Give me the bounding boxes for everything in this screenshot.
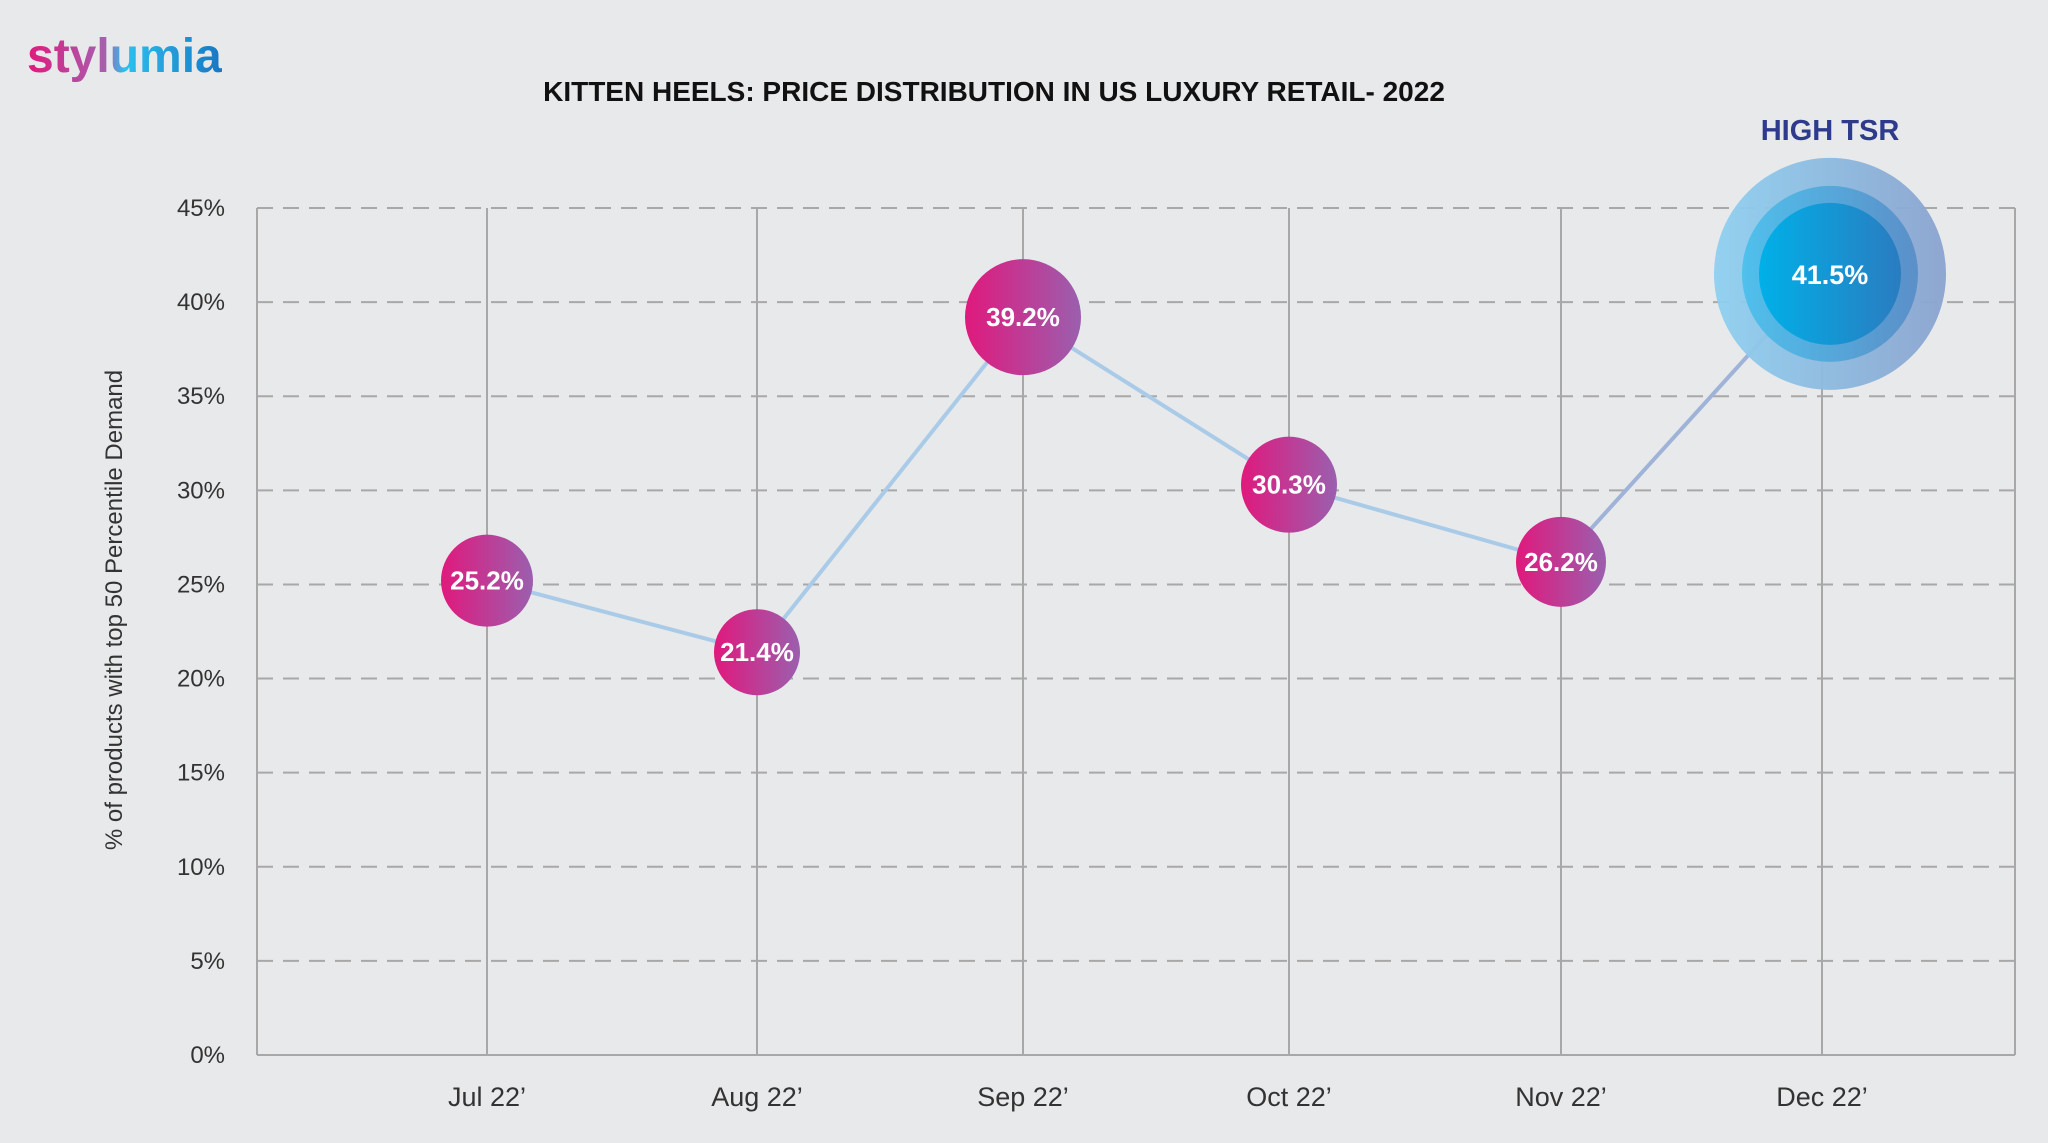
- annotation-high-tsr: HIGH TSR: [1761, 115, 1900, 147]
- line-segment: [755, 315, 1025, 654]
- y-axis-label: % of products with top 50 Percentile Dem…: [101, 370, 128, 850]
- data-label: 21.4%: [720, 637, 794, 667]
- x-tick-label: Oct 22’: [1246, 1082, 1332, 1112]
- y-tick-label: 25%: [177, 571, 225, 598]
- y-tick-label: 5%: [190, 948, 225, 975]
- y-tick-label: 40%: [177, 289, 225, 316]
- data-point: 21.4%: [714, 609, 800, 696]
- data-label: 30.3%: [1252, 470, 1326, 500]
- y-tick-label: 0%: [190, 1042, 225, 1069]
- y-tick-label: 20%: [177, 666, 225, 693]
- data-bubble: [441, 534, 533, 627]
- line-segment: [486, 578, 758, 655]
- data-point: 26.2%: [1516, 516, 1606, 607]
- x-tick-label: Jul 22’: [448, 1082, 526, 1112]
- chart-title: KITTEN HEELS: PRICE DISTRIBUTION IN US L…: [543, 76, 1445, 107]
- logo: stylumia: [27, 30, 222, 83]
- data-bubble: [1516, 516, 1606, 607]
- data-point: 30.3%: [1241, 436, 1337, 533]
- data-bubble: [714, 609, 800, 696]
- data-label: 25.2%: [450, 566, 524, 596]
- data-label: 39.2%: [986, 302, 1060, 332]
- x-tick-label: Aug 22’: [711, 1082, 803, 1112]
- y-tick-label: 15%: [177, 760, 225, 787]
- data-bubble: [965, 259, 1081, 376]
- data-label: 26.2%: [1524, 547, 1598, 577]
- data-label: 41.5%: [1792, 260, 1869, 290]
- y-tick-label: 30%: [177, 477, 225, 504]
- x-tick-label: Dec 22’: [1776, 1082, 1868, 1112]
- data-bubble: [1241, 436, 1337, 533]
- data-point: 25.2%: [441, 534, 533, 627]
- x-tick-label: Sep 22’: [977, 1082, 1069, 1112]
- x-tick-label: Nov 22’: [1515, 1082, 1607, 1112]
- y-tick-label: 45%: [177, 195, 225, 222]
- data-point: 39.2%: [965, 259, 1081, 376]
- data-point: 41.5% HIGH TSR: [1714, 115, 1946, 390]
- y-tick-label: 10%: [177, 854, 225, 881]
- highlight-bubble: [1759, 202, 1901, 345]
- y-tick-label: 35%: [177, 383, 225, 410]
